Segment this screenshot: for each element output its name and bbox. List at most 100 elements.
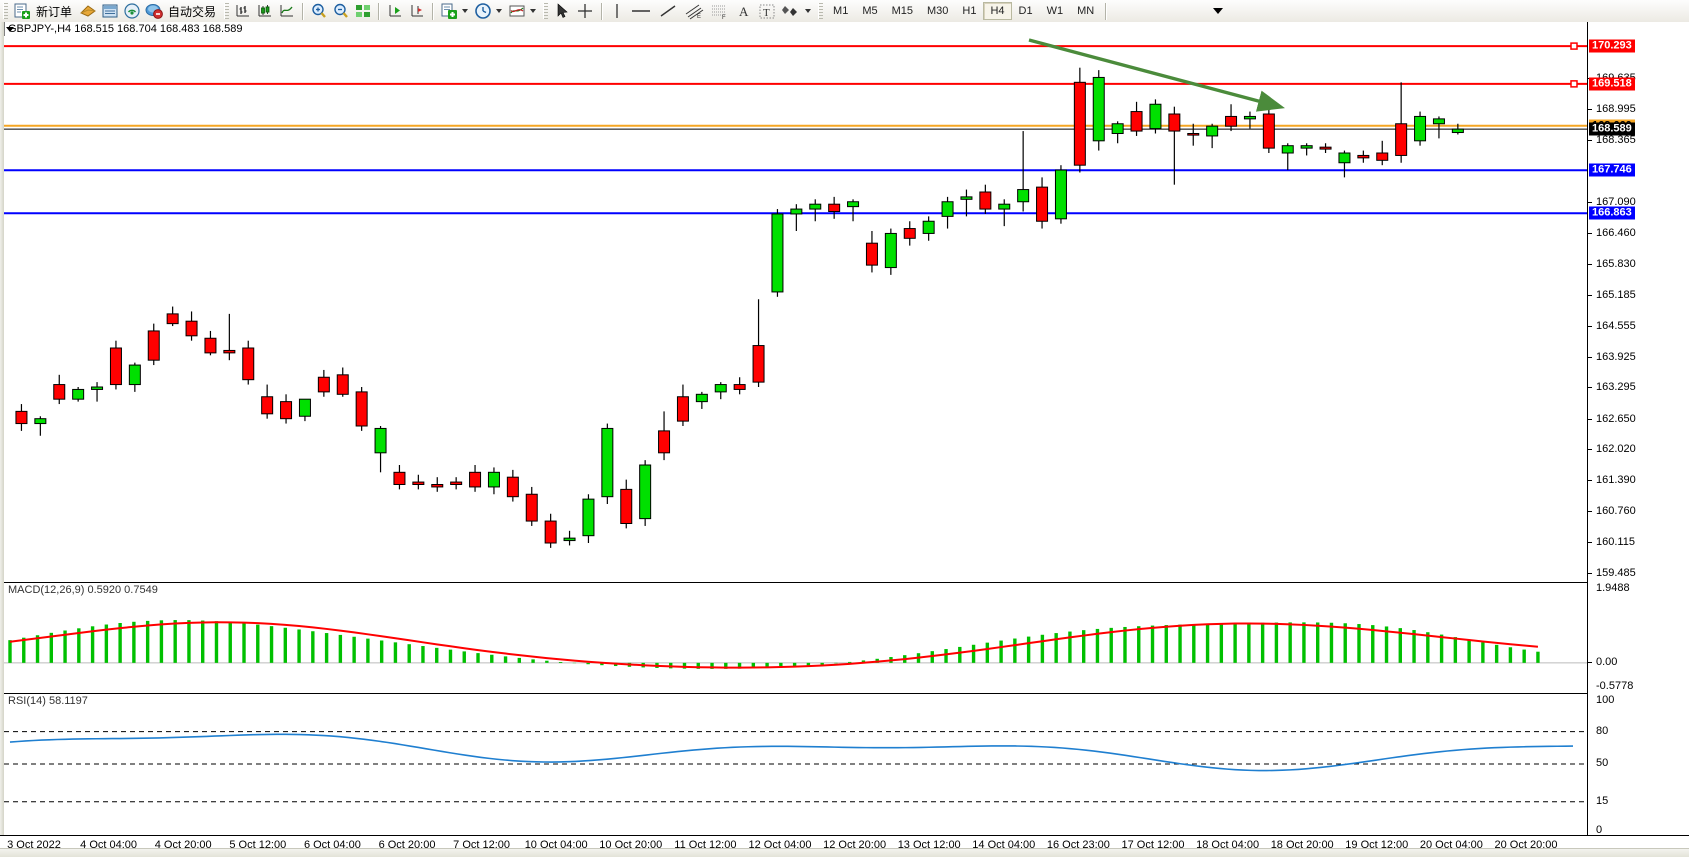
toolbar-separator-2 xyxy=(378,2,381,20)
chevron-down-icon[interactable] xyxy=(462,9,469,13)
templates-button[interactable] xyxy=(506,1,540,21)
horizontal-line-button[interactable] xyxy=(627,1,655,21)
timeframe-button-m30[interactable]: M30 xyxy=(927,5,949,17)
timeframe-button-d1[interactable]: D1 xyxy=(1018,5,1033,17)
toolbar-separator-4 xyxy=(601,2,604,20)
autotrading-button[interactable]: 自动交易 xyxy=(143,1,221,21)
crosshair-icon xyxy=(575,2,595,20)
price-tick-label: 160.760 xyxy=(1596,504,1636,517)
bar-chart-button[interactable] xyxy=(232,1,254,21)
toolbar-grip[interactable] xyxy=(3,3,8,19)
price-tick-mark xyxy=(1588,232,1592,234)
rsi-label: RSI(14) 58.1197 xyxy=(8,695,88,707)
new-order-button[interactable]: 新订单 xyxy=(11,1,77,21)
svg-text:E: E xyxy=(697,14,701,20)
zoom-in-icon xyxy=(310,2,328,20)
vertical-line-button[interactable] xyxy=(607,1,627,21)
rsi-scale-50: 50 xyxy=(1596,757,1609,769)
price-tick-mark xyxy=(1588,140,1592,142)
text-label-icon: T xyxy=(757,2,777,20)
price-tick-mark xyxy=(1588,418,1592,420)
price-tick-label: 162.020 xyxy=(1596,443,1636,456)
svg-text:T: T xyxy=(763,7,770,19)
rsi-scale-80: 80 xyxy=(1596,724,1609,737)
signals-icon xyxy=(123,2,141,20)
price-tick-mark xyxy=(1588,263,1592,265)
rsi-pane[interactable]: RSI(14) 58.1197 xyxy=(4,693,1587,836)
fibonacci-button[interactable]: F xyxy=(707,1,733,21)
price-tick-mark xyxy=(1588,480,1592,482)
tile-windows-button[interactable] xyxy=(352,1,374,21)
horizontal-scrollbar[interactable] xyxy=(0,848,1689,857)
chart-area[interactable]: GBPJPY-,H4 168.515 168.704 168.483 168.5… xyxy=(0,8,1689,858)
cursor-button[interactable] xyxy=(551,1,573,21)
signals-button[interactable] xyxy=(121,1,143,21)
price-level-label-170-293[interactable]: 170.293 xyxy=(1589,39,1635,53)
price-chart-svg xyxy=(4,38,1587,548)
price-tick-mark xyxy=(1588,542,1592,544)
chart-top-marker-icon xyxy=(1213,8,1223,14)
timeframe-button-mn[interactable]: MN xyxy=(1077,5,1095,17)
macd-pane[interactable]: MACD(12,26,9) 0.5920 0.7549 xyxy=(4,582,1587,694)
chart-shift-button[interactable] xyxy=(406,1,428,21)
indicators-button[interactable] xyxy=(438,1,472,21)
macd-tick-mark xyxy=(1588,661,1592,663)
shapes-icon xyxy=(781,2,801,20)
price-level-label-168-589[interactable]: 168.589 xyxy=(1589,122,1635,136)
text-button[interactable]: A xyxy=(733,1,755,21)
timeframe-button-h4[interactable]: H4 xyxy=(983,2,1012,20)
price-tick-label: 163.925 xyxy=(1596,350,1636,363)
price-tick-label: 166.460 xyxy=(1596,226,1636,239)
indicators-icon xyxy=(440,2,458,20)
price-tick-mark xyxy=(1588,510,1592,512)
trendline-icon xyxy=(657,2,679,20)
timeframe-button-m15[interactable]: M15 xyxy=(891,5,913,17)
periods-button[interactable] xyxy=(472,1,506,21)
price-level-label-166-863[interactable]: 166.863 xyxy=(1589,206,1635,220)
crosshair-button[interactable] xyxy=(573,1,597,21)
macd-chart-svg xyxy=(4,620,1587,669)
price-tick-label: 165.185 xyxy=(1596,289,1636,302)
toolbar-grip-2[interactable] xyxy=(224,3,230,19)
zoom-out-button[interactable] xyxy=(330,1,352,21)
macd-scale-min: -0.5778 xyxy=(1596,680,1634,692)
toolbar-grip-4[interactable] xyxy=(818,3,824,19)
timeframe-button-m5[interactable]: M5 xyxy=(862,5,878,17)
price-tick-mark xyxy=(1588,325,1592,327)
fibonacci-icon: F xyxy=(709,2,731,20)
price-scale[interactable]: 168.995 168.365 167.090 166.460 165.830 165.1… xyxy=(1587,22,1688,836)
expert-advisor-icon xyxy=(79,2,97,20)
equidistant-channel-button[interactable]: E xyxy=(681,1,707,21)
chevron-down-icon-2[interactable] xyxy=(496,9,503,13)
chevron-down-icon-3[interactable] xyxy=(530,9,537,13)
timeframe-button-w1[interactable]: W1 xyxy=(1046,5,1064,17)
macd-scale-zero: 0.00 xyxy=(1596,655,1618,668)
auto-scroll-button[interactable] xyxy=(384,1,406,21)
tile-windows-icon xyxy=(354,2,372,20)
equidistant-channel-icon: E xyxy=(683,2,705,20)
trendline-button[interactable] xyxy=(655,1,681,21)
candlestick-chart-button[interactable] xyxy=(254,1,276,21)
rsi-scale-0: 0 xyxy=(1596,824,1603,836)
line-chart-button[interactable] xyxy=(276,1,298,21)
cursor-icon xyxy=(553,2,571,20)
text-label-button[interactable]: T xyxy=(755,1,779,21)
price-pane[interactable] xyxy=(4,36,1587,582)
price-level-label-169-518[interactable]: 169.518 xyxy=(1589,77,1635,91)
macd-scale-max: 1.9488 xyxy=(1596,582,1630,594)
chart-menu-arrow-icon[interactable] xyxy=(6,27,14,32)
shapes-button[interactable] xyxy=(779,1,815,21)
timeframe-button-m1[interactable]: M1 xyxy=(833,5,849,17)
main-toolbar: 新订单 xyxy=(0,0,1689,23)
expert-advisor-button[interactable] xyxy=(77,1,99,21)
periods-icon xyxy=(474,2,492,20)
price-level-label-167-746[interactable]: 167.746 xyxy=(1589,163,1635,177)
zoom-in-button[interactable] xyxy=(308,1,330,21)
chevron-down-icon-4[interactable] xyxy=(805,9,812,13)
toolbar-grip-3[interactable] xyxy=(543,3,549,19)
price-tick-label: 162.650 xyxy=(1596,412,1636,425)
chart-shift-icon xyxy=(408,2,426,20)
timeframe-button-h1[interactable]: H1 xyxy=(962,5,977,17)
data-window-button[interactable] xyxy=(99,1,121,21)
vertical-line-icon xyxy=(609,2,625,20)
